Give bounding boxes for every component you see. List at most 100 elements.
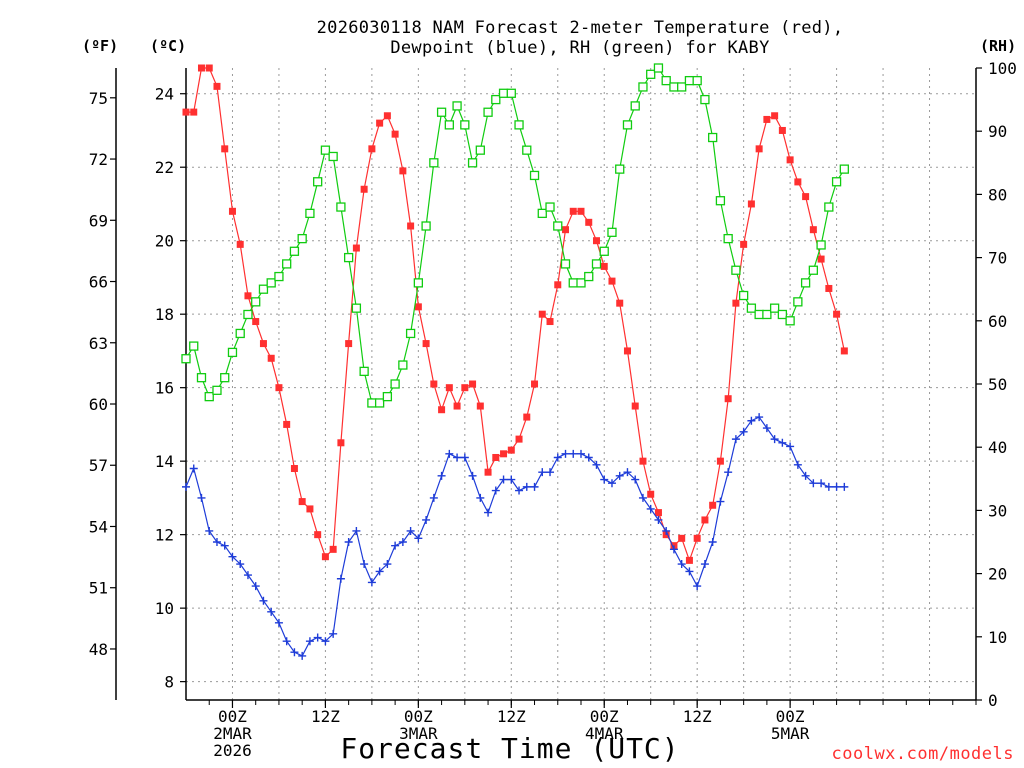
series-2-point-16 bbox=[305, 208, 315, 219]
series-2-point-63 bbox=[669, 82, 679, 92]
series-1-point-45 bbox=[530, 482, 539, 491]
series-0-point-9 bbox=[252, 318, 260, 326]
series-2-point-70 bbox=[723, 233, 733, 244]
tick-label-rh-10: 10 bbox=[988, 628, 1007, 647]
series-2-point-19 bbox=[328, 151, 338, 162]
series-1-point-25 bbox=[375, 567, 384, 576]
series-1-point-70 bbox=[724, 468, 733, 477]
series-0-point-75 bbox=[763, 115, 771, 123]
series-0-point-27 bbox=[391, 130, 399, 138]
series-0-point-47 bbox=[546, 318, 554, 326]
series-2-point-66 bbox=[692, 75, 702, 86]
series-2-point-24 bbox=[367, 398, 377, 408]
series-2-point-77 bbox=[777, 309, 788, 320]
series-0-point-13 bbox=[283, 420, 291, 428]
series-1-point-42 bbox=[507, 475, 516, 484]
series-0-point-4 bbox=[213, 82, 221, 90]
series-2-point-54 bbox=[599, 246, 609, 256]
series-0-point-0 bbox=[182, 108, 190, 116]
series-0-point-34 bbox=[445, 384, 453, 392]
series-0-point-70 bbox=[724, 395, 732, 403]
series-1-point-9 bbox=[251, 582, 260, 591]
series-0-point-51 bbox=[577, 207, 585, 215]
series-1-point-71 bbox=[731, 435, 740, 444]
series-2-point-79 bbox=[793, 297, 803, 307]
series-2-point-40 bbox=[491, 94, 501, 105]
series-1-point-75 bbox=[762, 424, 771, 433]
series-0-point-39 bbox=[484, 468, 492, 476]
tick-label-f-66: 66 bbox=[89, 273, 108, 292]
series-1-point-34 bbox=[445, 449, 454, 458]
series-2-point-69 bbox=[715, 196, 726, 206]
series-2-point-85 bbox=[839, 164, 849, 174]
series-1-point-6 bbox=[228, 552, 237, 561]
tick-label-f-75: 75 bbox=[89, 89, 108, 108]
tick-label-rh-80: 80 bbox=[988, 185, 1007, 204]
series-1-point-78 bbox=[786, 442, 795, 451]
series-2-point-34 bbox=[444, 120, 454, 130]
series-0-point-2 bbox=[197, 64, 205, 72]
series-1-point-46 bbox=[538, 468, 547, 477]
series-0-point-36 bbox=[461, 384, 469, 392]
series-0-point-74 bbox=[755, 145, 763, 153]
series-0-point-71 bbox=[732, 299, 740, 307]
series-1-point-38 bbox=[476, 493, 485, 502]
series-1-point-84 bbox=[832, 482, 841, 491]
series-0-point-5 bbox=[221, 145, 229, 153]
series-1-point-44 bbox=[522, 482, 531, 491]
tick-label-c-12: 12 bbox=[155, 526, 174, 545]
series-1-point-16 bbox=[305, 637, 314, 646]
tick-label-rh-20: 20 bbox=[988, 565, 1007, 584]
tick-label-x-96-1: 5MAR bbox=[771, 724, 810, 743]
series-1-point-1 bbox=[189, 464, 198, 473]
series-2-point-50 bbox=[568, 278, 578, 288]
tick-label-rh-30: 30 bbox=[988, 501, 1007, 520]
series-0-point-19 bbox=[329, 545, 337, 553]
series-1-point-67 bbox=[700, 560, 709, 569]
series-1-point-85 bbox=[840, 482, 849, 491]
chart-title-line2: Dewpoint (blue), RH (green) for KABY bbox=[390, 38, 770, 58]
series-2-point-32 bbox=[429, 158, 439, 168]
series-2-point-78 bbox=[785, 316, 795, 326]
series-1-point-61 bbox=[654, 515, 663, 524]
series-1-point-64 bbox=[677, 560, 686, 569]
tick-label-c-14: 14 bbox=[155, 452, 174, 471]
series-2-point-74 bbox=[754, 309, 764, 320]
chart-title-line1: 2026030118 NAM Forecast 2-meter Temperat… bbox=[316, 18, 844, 38]
series-0-point-78 bbox=[786, 156, 794, 164]
series-1-point-20 bbox=[336, 574, 345, 583]
tick-label-c-8: 8 bbox=[164, 673, 174, 692]
series-1-point-28 bbox=[398, 538, 407, 546]
series-1-point-33 bbox=[437, 471, 446, 480]
series-2-point-13 bbox=[282, 259, 292, 269]
series-0-point-49 bbox=[562, 226, 570, 234]
series-0-point-31 bbox=[422, 340, 430, 348]
series-1-point-36 bbox=[460, 453, 469, 462]
series-0-point-20 bbox=[337, 439, 345, 447]
series-0-point-33 bbox=[438, 406, 446, 414]
series-2-point-0 bbox=[181, 354, 191, 364]
series-1-point-12 bbox=[274, 618, 283, 627]
tick-label-x-72-0: 00Z bbox=[590, 707, 619, 726]
series-0-point-21 bbox=[345, 340, 353, 348]
series-1-point-60 bbox=[646, 504, 655, 513]
tick-label-x-24-2: 2026 bbox=[213, 741, 252, 760]
series-2-point-57 bbox=[622, 120, 633, 130]
series-2-point-51 bbox=[576, 278, 586, 288]
tick-label-rh-60: 60 bbox=[988, 312, 1007, 331]
series-0-point-23 bbox=[360, 185, 368, 193]
series-line-0 bbox=[186, 67, 845, 563]
series-2-point-36 bbox=[460, 120, 470, 130]
series-1-point-32 bbox=[429, 493, 438, 502]
series-1-point-31 bbox=[422, 515, 431, 524]
series-2-point-71 bbox=[731, 265, 741, 275]
series-0-point-29 bbox=[407, 222, 415, 230]
series-2-point-22 bbox=[351, 303, 362, 313]
series-1-point-39 bbox=[484, 508, 493, 517]
series-0-point-18 bbox=[321, 553, 329, 561]
series-1-point-73 bbox=[747, 416, 756, 425]
series-0-point-53 bbox=[592, 237, 600, 245]
series-2-point-1 bbox=[189, 341, 199, 351]
series-0-point-55 bbox=[608, 277, 616, 285]
series-2-point-8 bbox=[243, 309, 253, 320]
